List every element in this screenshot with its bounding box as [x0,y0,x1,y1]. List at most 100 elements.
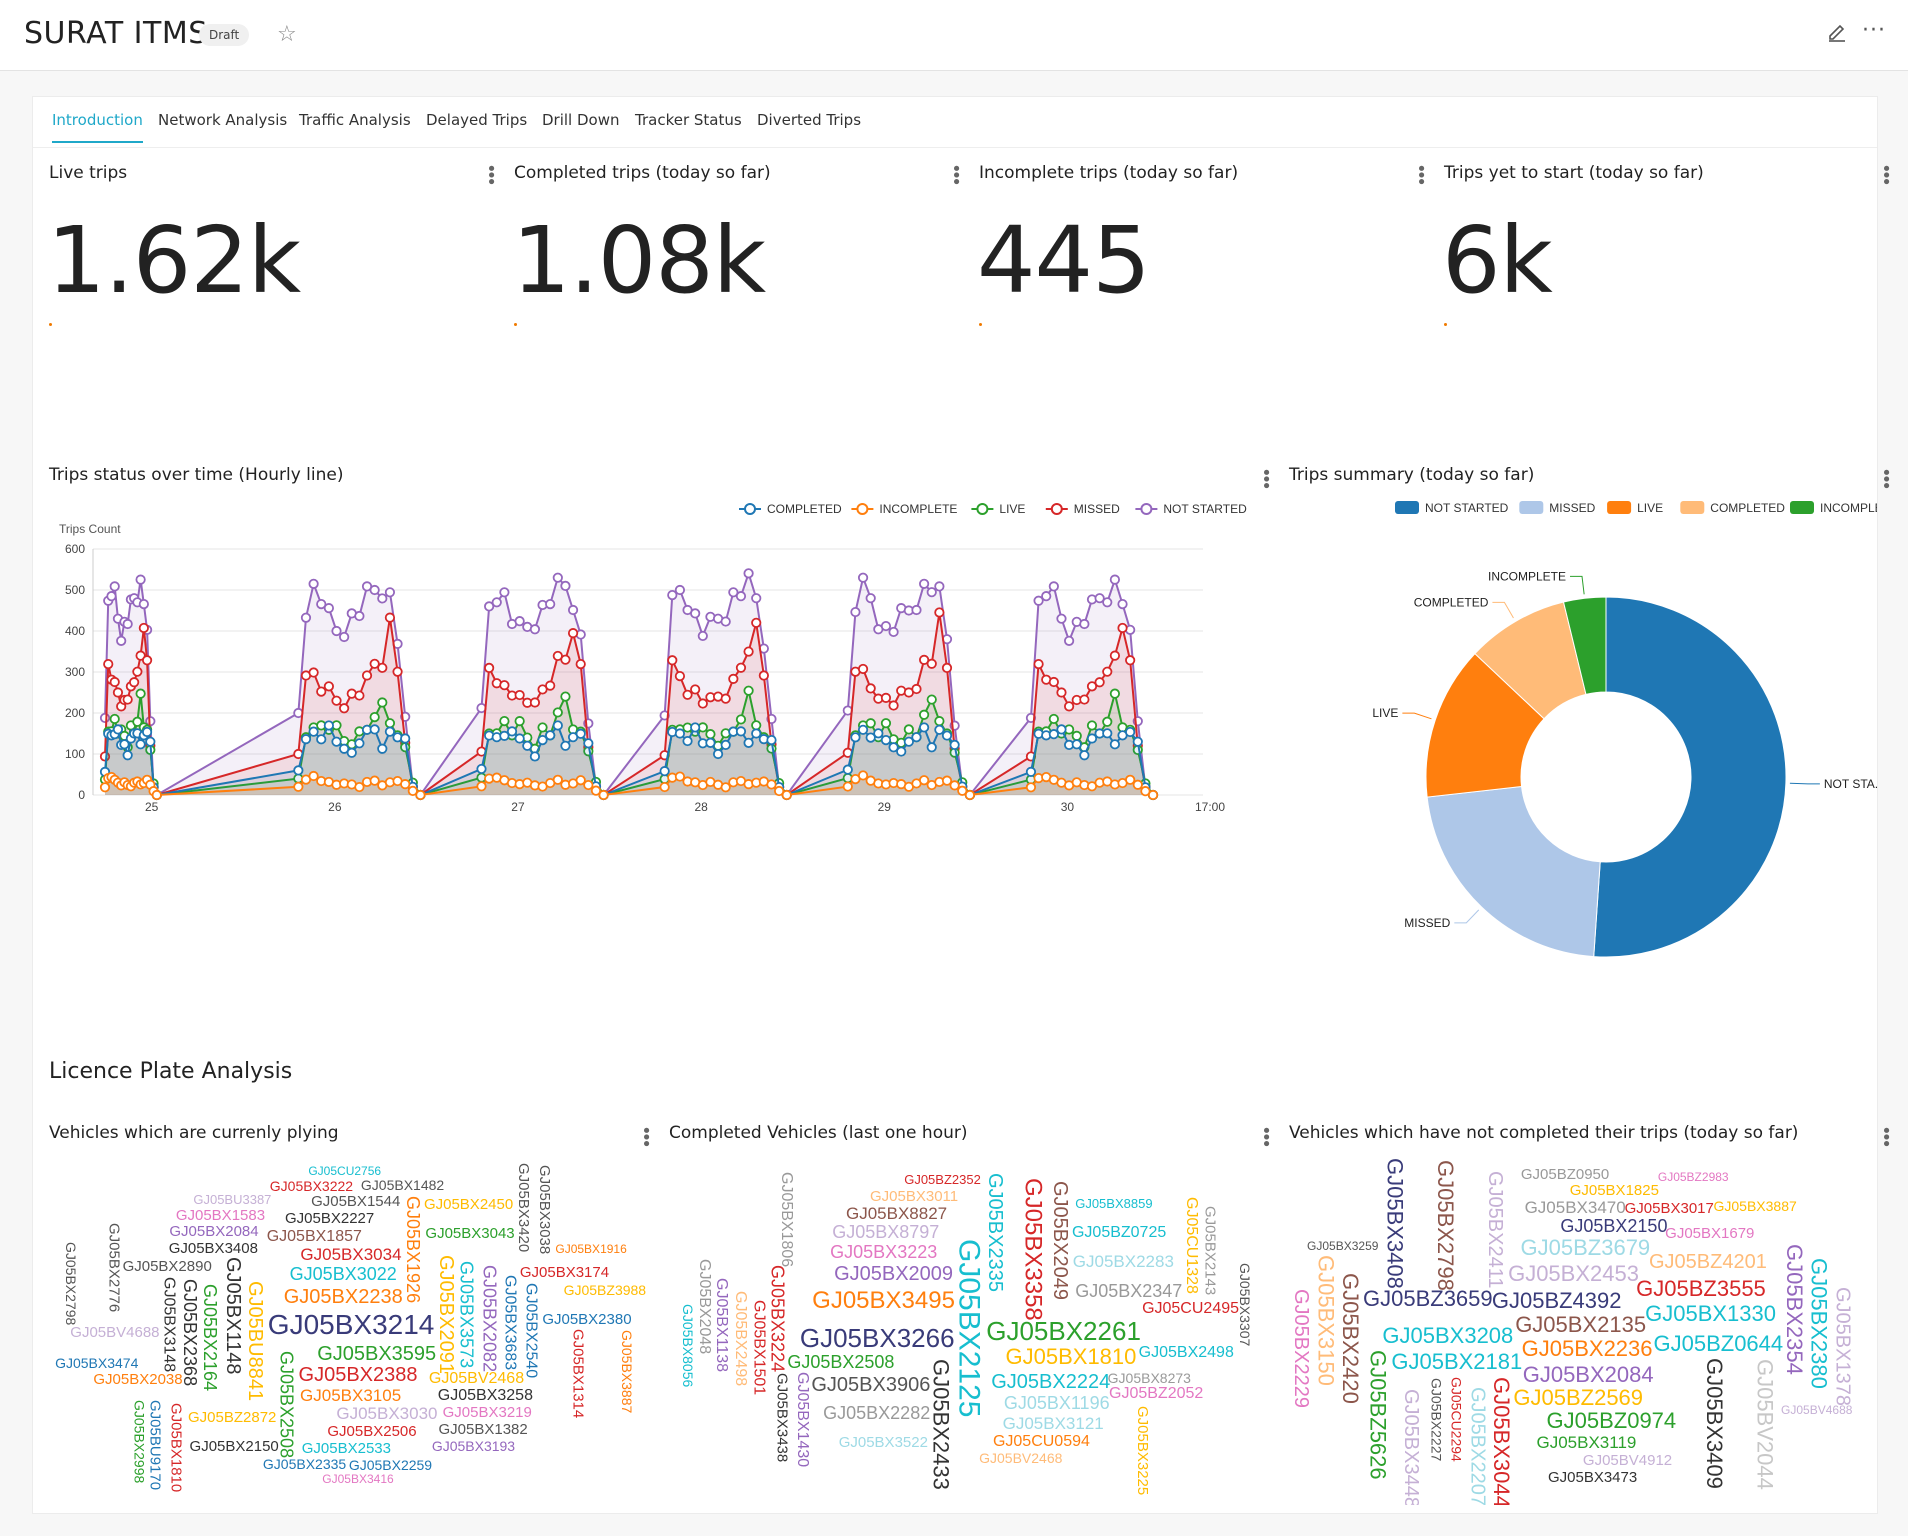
cloud-word[interactable]: GJ05BX3022 [289,1263,397,1284]
cloud-word[interactable]: GJ05BX2776 [105,1223,123,1313]
tab-introduction[interactable]: Introduction [52,111,143,143]
cloud-word[interactable]: GJ05BX2150 [1560,1216,1668,1237]
cloud-word[interactable]: GJ05BX2380 [1806,1258,1832,1390]
cloud-word[interactable]: GJ05BX2453 [1508,1260,1639,1286]
cloud-word[interactable]: GJ05BX1916 [555,1241,627,1256]
kebab-menu-icon[interactable]: ••• [1875,467,1896,487]
cloud-word[interactable]: GJ05BX2038 [93,1371,183,1389]
cloud-word[interactable]: GJ05BZ4201 [1648,1251,1767,1274]
cloud-word[interactable]: GJ05BX3420 [515,1162,533,1252]
cloud-word[interactable]: GJ05BX3224 [767,1265,788,1373]
cloud-word[interactable]: GJ05BX1825 [1569,1181,1659,1199]
cloud-word[interactable]: GJ05BX3595 [317,1342,437,1365]
cloud-word[interactable]: GJ05BX2420 [1337,1273,1363,1405]
kebab-menu-icon[interactable]: ••• [480,163,501,183]
cloud-word[interactable]: GJ05BX2335 [983,1172,1006,1292]
cloud-word[interactable]: GJ05BX3683 [501,1275,519,1371]
cloud-word[interactable]: GJ05BU3387 [193,1191,272,1207]
cloud-word[interactable]: GJ05BX3222 [269,1177,354,1194]
cloud-word[interactable]: GJ05BX1138 [713,1277,731,1372]
cloud-word[interactable]: GJ05BX1806 [777,1172,795,1268]
cloud-word[interactable]: GJ05BX2150 [189,1437,279,1455]
cloud-word[interactable]: GJ05BX3044 [1488,1377,1514,1505]
cloud-word[interactable]: GJ05BX2084 [1522,1361,1654,1387]
cloud-word[interactable]: GJ05BX2164 [200,1283,221,1391]
kebab-menu-icon[interactable]: ••• [635,1125,656,1145]
tab-delayed-trips[interactable]: Delayed Trips [426,111,528,129]
cloud-word[interactable]: GJ05BX2498 [1138,1344,1234,1362]
cloud-word[interactable]: GJ05BX1430 [793,1371,811,1468]
cloud-word[interactable]: GJ05BX2229 [1289,1289,1312,1409]
tab-traffic-analysis[interactable]: Traffic Analysis [299,111,411,129]
cloud-word[interactable]: GJ05BX3225 [1134,1405,1152,1495]
cloud-word[interactable]: GJ05BX1679 [1665,1224,1755,1242]
cloud-word[interactable]: GJ05BX3043 [425,1225,515,1243]
cloud-word[interactable]: GJ05BX2207 [1466,1387,1489,1505]
cloud-word[interactable]: GJ05BZ0950 [1520,1165,1610,1183]
cloud-word[interactable]: GJ05BU8841 [243,1281,266,1402]
cloud-word[interactable]: GJ05BX2380 [542,1311,632,1329]
kebab-menu-icon[interactable]: ••• [1410,163,1431,183]
cloud-word[interactable]: GJ05CU0594 [992,1432,1090,1450]
cloud-word[interactable]: GJ05BX2283 [1072,1252,1174,1272]
cloud-word[interactable]: GJ05BX3193 [431,1437,516,1454]
cloud-word[interactable]: GJ05BZ0644 [1653,1331,1784,1357]
cloud-word[interactable]: GJ05BX3105 [300,1385,402,1405]
cloud-word[interactable]: GJ05BV2468 [428,1369,525,1387]
cloud-word[interactable]: GJ05BX2143 [1201,1205,1219,1295]
cloud-word[interactable]: GJ05CU1328 [1183,1196,1201,1294]
cloud-word[interactable]: GJ05BX3121 [1002,1414,1104,1434]
cloud-word[interactable]: GJ05BX2082 [479,1264,500,1372]
tab-tracker-status[interactable]: Tracker Status [635,111,742,129]
cloud-word[interactable]: GJ05BX3011 [870,1187,959,1205]
cloud-word[interactable]: GJ05BX2009 [834,1263,954,1286]
cloud-word[interactable]: GJ05BX2798 [1432,1159,1458,1291]
cloud-word[interactable]: GJ05BX2259 [348,1456,433,1473]
cloud-word[interactable]: GJ05BX3474 [55,1354,139,1371]
cloud-word[interactable]: GJ05BX2433 [928,1358,954,1490]
cloud-word[interactable]: GJ05BZ3988 [563,1281,647,1298]
cloud-word[interactable]: GJ05BX3148 [160,1276,178,1372]
cloud-word[interactable]: GJ05BX3906 [811,1373,931,1396]
cloud-word[interactable]: GJ05BX3034 [300,1244,402,1264]
cloud-word[interactable]: GJ05BX3522 [838,1434,928,1452]
tab-network-analysis[interactable]: Network Analysis [158,111,288,129]
cloud-word[interactable]: GJ05BX3119 [1536,1433,1637,1453]
cloud-word[interactable]: GJ05BZ2983 [1657,1170,1729,1185]
cloud-word[interactable]: GJ05BX2998 [131,1400,148,1484]
cloud-word[interactable]: GJ05BX2368 [180,1278,201,1386]
kebab-menu-icon[interactable]: ••• [1875,163,1896,183]
cloud-word[interactable]: GJ05BX2282 [823,1403,931,1423]
cloud-word[interactable]: GJ05BX3416 [322,1472,394,1487]
cloud-word[interactable]: GJ05BX2798 [62,1242,79,1326]
cloud-word[interactable]: GJ05BU9170 [146,1400,164,1491]
cloud-word[interactable]: GJ05BX3438 [773,1372,791,1462]
cloud-word[interactable]: GJ05BZ0725 [1071,1223,1167,1241]
cloud-word[interactable]: GJ05BX2498 [732,1290,750,1387]
cloud-word[interactable]: GJ05BX2508 [787,1351,895,1372]
cloud-word[interactable]: GJ05BX1378 [1831,1286,1854,1406]
cloud-word[interactable]: GJ05BX8273 [1107,1369,1191,1386]
cloud-word[interactable]: GJ05BZ2872 [188,1408,277,1426]
tab-drill-down[interactable]: Drill Down [542,111,620,129]
cloud-word[interactable]: GJ05BX2261 [986,1315,1141,1346]
cloud-word[interactable]: GJ05BX3307 [1236,1262,1253,1347]
cloud-word[interactable]: GJ05BX8056 [679,1304,696,1388]
cloud-word[interactable]: GJ05BX2890 [122,1258,212,1276]
cloud-word[interactable]: GJ05BX2335 [262,1456,347,1473]
cloud-word[interactable]: GJ05BX3573 [456,1261,477,1369]
cloud-word[interactable]: GJ05BX2540 [522,1283,540,1379]
cloud-word[interactable]: GJ05BX2181 [1391,1348,1523,1374]
cloud-word[interactable]: GJ05BZ0974 [1546,1408,1677,1434]
cloud-word[interactable]: GJ05BX2049 [1048,1181,1071,1301]
cloud-word[interactable]: GJ05BX3214 [267,1309,435,1341]
cloud-word[interactable]: GJ05BZ4392 [1491,1287,1622,1313]
cloud-word[interactable]: GJ05BX3258 [437,1386,533,1404]
cloud-word[interactable]: GJ05BX1810 [1005,1343,1137,1369]
cloud-word[interactable]: GJ05BV4688 [1781,1403,1853,1418]
kebab-menu-icon[interactable]: ••• [1255,467,1276,487]
cloud-word[interactable]: GJ05BX1501 [750,1300,768,1396]
cloud-word[interactable]: GJ05CU2756 [308,1164,382,1179]
cloud-word[interactable]: GJ05BZ3659 [1363,1286,1493,1312]
cloud-word[interactable]: GJ05BX3408 [168,1239,258,1257]
